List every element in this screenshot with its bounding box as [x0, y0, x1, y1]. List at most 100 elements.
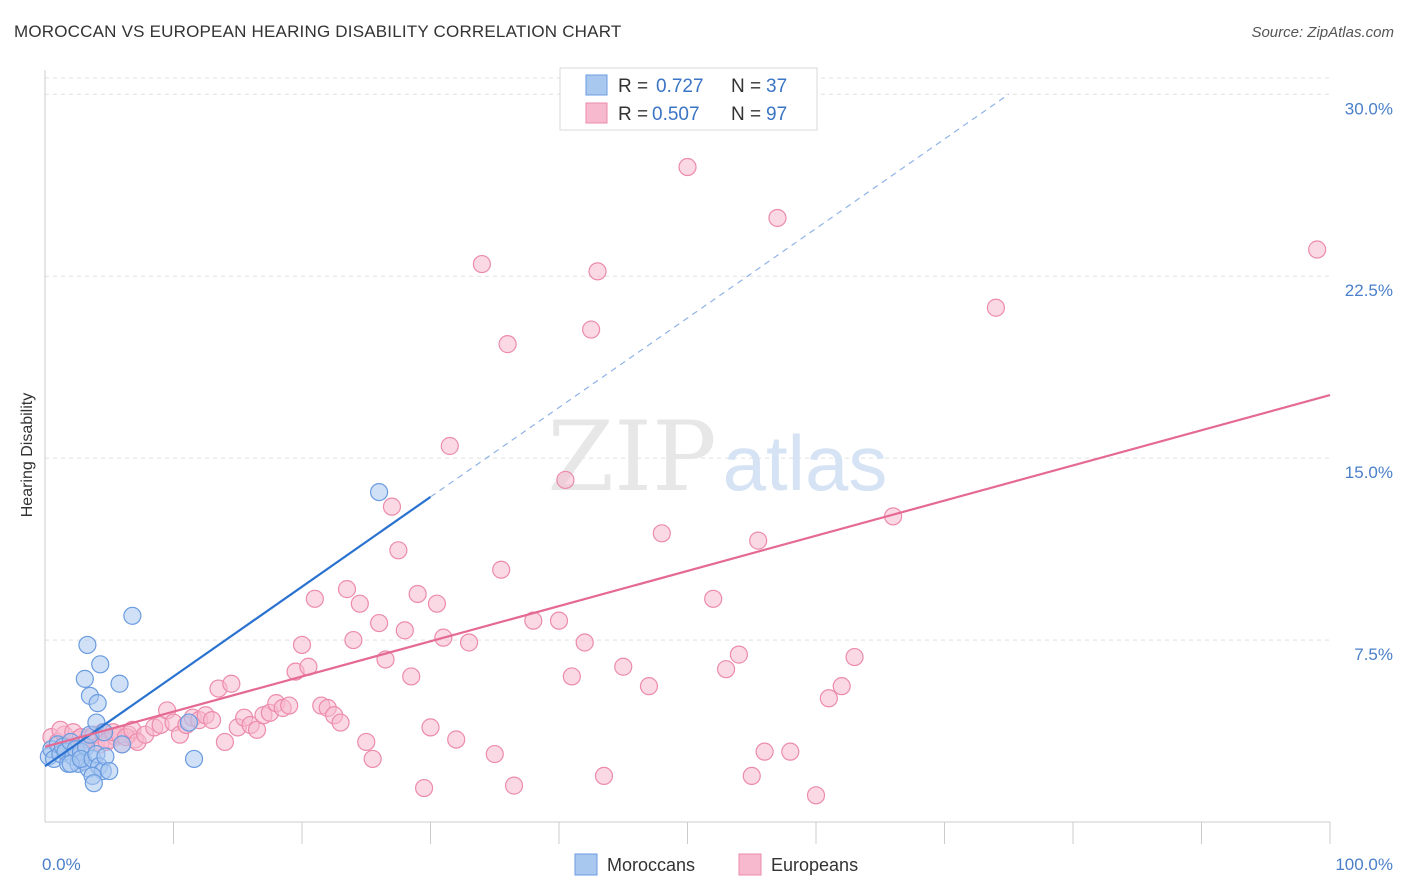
- european-point: [421, 718, 440, 737]
- legend-n-label-1: N =: [731, 76, 761, 97]
- bottom-legend-swatch-europeans: [738, 853, 762, 876]
- european-point: [472, 254, 491, 274]
- moroccan-point: [123, 606, 142, 625]
- y-tick-label: 30.0%: [1345, 99, 1393, 118]
- european-point: [292, 635, 312, 655]
- x-tick-label: 100.0%: [1335, 855, 1393, 874]
- european-point: [549, 611, 569, 630]
- source-label: Source: ZipAtlas.com: [1251, 24, 1394, 41]
- bottom-legend-europeans: Europeans: [771, 855, 858, 875]
- european-point: [678, 157, 697, 177]
- european-point: [492, 560, 511, 579]
- european-point: [652, 524, 671, 543]
- watermark-zip: ZIP: [547, 401, 716, 513]
- legend-r-label-2: R =: [618, 104, 648, 125]
- european-point: [395, 621, 414, 640]
- european-point: [832, 677, 851, 696]
- european-point: [562, 667, 581, 686]
- european-point: [806, 786, 826, 805]
- european-point: [768, 208, 787, 228]
- european-point: [402, 667, 421, 686]
- legend-n-value-1: 37: [766, 76, 787, 97]
- european-point: [363, 749, 382, 769]
- legend-n-value-2: 97: [766, 104, 787, 125]
- european-point: [350, 594, 369, 613]
- european-point: [986, 298, 1006, 317]
- european-point: [704, 589, 723, 608]
- moroccan-point: [370, 482, 389, 502]
- european-point: [556, 470, 575, 490]
- european-point: [414, 778, 434, 798]
- european-point: [382, 497, 402, 516]
- legend-box: R = 0.727 N = 37 R = 0.507 N = 97: [559, 67, 818, 131]
- european-point: [344, 630, 363, 650]
- european-point: [440, 436, 459, 456]
- european-point: [222, 674, 241, 693]
- european-point: [305, 589, 324, 608]
- european-point: [202, 711, 222, 730]
- moroccan-point: [112, 735, 132, 754]
- moroccan-point: [179, 713, 199, 732]
- moroccan-point: [88, 694, 107, 713]
- moroccan-point: [184, 749, 204, 769]
- trend-layer: [44, 93, 1331, 768]
- bottom-legend-moroccans: Moroccans: [607, 855, 695, 875]
- moroccan-point: [75, 669, 94, 688]
- x-tick-label: 0.0%: [42, 855, 81, 874]
- european-point: [742, 766, 761, 786]
- watermark: ZIP atlas: [547, 401, 887, 513]
- european-point: [447, 730, 466, 749]
- moroccan-point: [110, 674, 129, 693]
- european-point: [781, 742, 800, 761]
- european-point: [280, 696, 299, 715]
- moroccan-trend-extension: [430, 93, 1010, 498]
- moroccan-trend-line: [44, 496, 432, 768]
- bottom-legend-swatch-moroccans: [574, 853, 598, 876]
- european-point: [504, 776, 524, 795]
- european-point: [575, 633, 594, 652]
- points-layer: [39, 157, 1327, 805]
- legend-n-label-2: N =: [731, 104, 761, 125]
- european-point: [749, 531, 768, 550]
- european-point: [389, 541, 408, 560]
- european-point: [614, 657, 633, 676]
- european-point: [582, 320, 601, 339]
- moroccan-point: [84, 774, 103, 793]
- european-point: [459, 633, 479, 652]
- european-point: [337, 580, 357, 599]
- moroccan-point: [91, 655, 110, 674]
- y-tick-label: 22.5%: [1345, 281, 1393, 300]
- legend-r-value-1: 0.727: [656, 76, 704, 97]
- european-point: [588, 262, 607, 281]
- european-point: [485, 744, 504, 764]
- european-point: [716, 660, 736, 679]
- chart-title: MOROCCAN VS EUROPEAN HEARING DISABILITY …: [14, 22, 622, 41]
- european-point: [215, 732, 234, 752]
- legend-swatch-europeans: [585, 102, 608, 124]
- european-point: [1308, 240, 1327, 259]
- axes-layer: [44, 70, 1331, 844]
- legend-r-value-2: 0.507: [652, 104, 700, 125]
- moroccan-point: [100, 761, 119, 781]
- european-point: [370, 613, 389, 633]
- watermark-atlas: atlas: [723, 419, 888, 507]
- european-point: [639, 677, 659, 696]
- y-tick-label: 7.5%: [1354, 645, 1393, 664]
- european-point: [427, 594, 447, 613]
- y-tick-label: 15.0%: [1345, 463, 1393, 482]
- european-point: [845, 647, 864, 667]
- european-point: [594, 766, 614, 786]
- moroccan-point: [78, 635, 97, 655]
- european-point: [331, 713, 350, 732]
- european-point: [498, 335, 517, 354]
- legend-r-label-1: R =: [618, 76, 648, 97]
- european-point: [729, 645, 749, 664]
- tick-label-layer: 7.5% 15.0% 22.5% 30.0% 0.0% 100.0%: [42, 99, 1393, 874]
- european-trend-line: [44, 393, 1331, 748]
- european-point: [819, 689, 838, 708]
- bottom-legend: Moroccans Europeans: [574, 853, 858, 876]
- european-point: [357, 732, 376, 752]
- european-point: [408, 584, 427, 604]
- legend-swatch-moroccans: [585, 74, 608, 96]
